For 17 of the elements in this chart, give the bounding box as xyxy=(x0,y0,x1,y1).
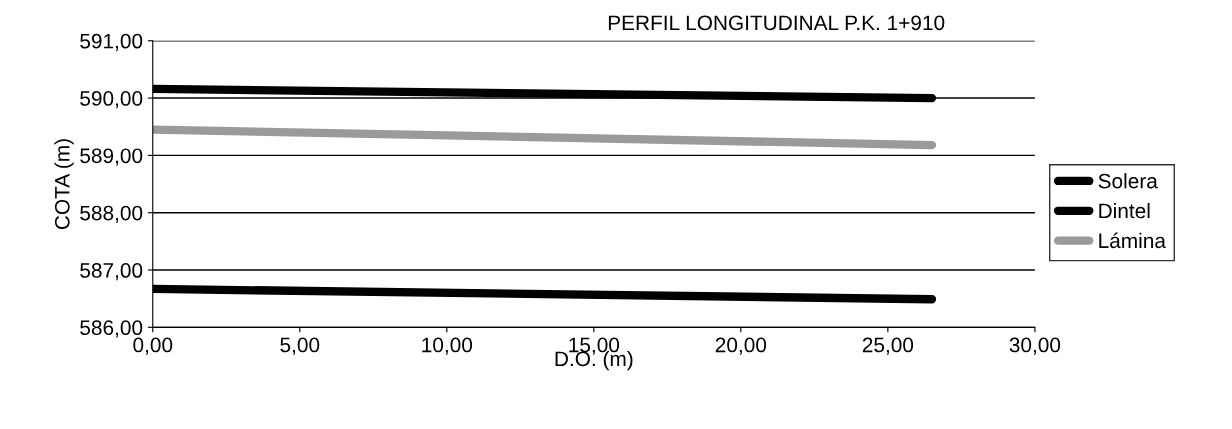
x-tick-label: 25,00 xyxy=(862,337,914,355)
x-tick-label: 10,00 xyxy=(422,337,473,355)
y-tick-label: 588,00 xyxy=(80,205,143,223)
y-tick-label: 587,00 xyxy=(80,263,143,281)
y-tick-label: 591,00 xyxy=(80,33,143,51)
x-tick-label: 0,00 xyxy=(133,337,173,355)
x-tick-label: 30,00 xyxy=(1009,337,1061,355)
y-tick-label: 589,00 xyxy=(80,148,143,166)
y-axis-title: COTA (m) xyxy=(54,139,74,230)
y-tick-label: 590,00 xyxy=(80,91,143,109)
legend-label: Solera xyxy=(1098,173,1158,189)
legend-label: Dintel xyxy=(1099,202,1150,219)
x-tick-label: 5,00 xyxy=(280,337,320,355)
chart-title: PERFIL LONGITUDINAL P.K. 1+910 xyxy=(608,15,945,31)
y-tick-label: 586,00 xyxy=(80,320,143,338)
x-tick-label: 20,00 xyxy=(715,337,767,355)
legend-label: Lámina xyxy=(1099,232,1166,249)
